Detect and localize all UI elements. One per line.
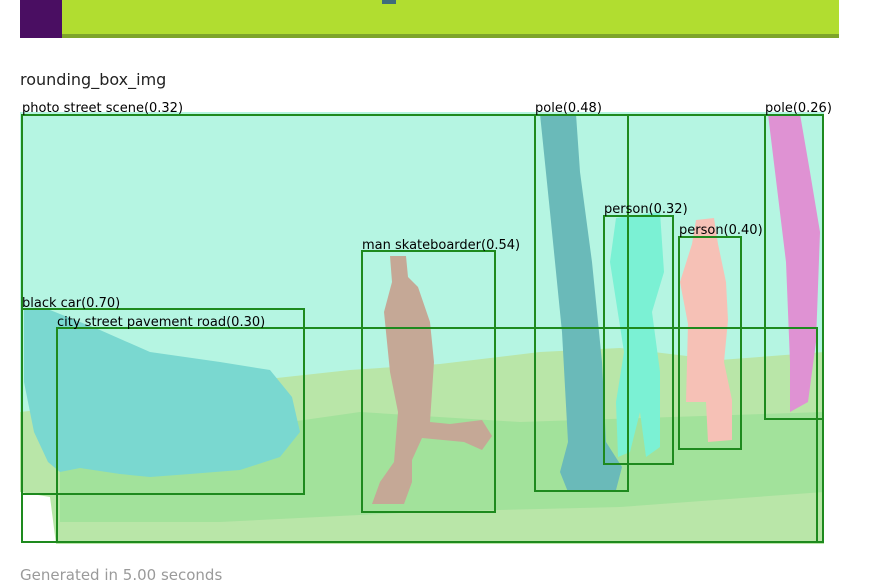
generation-time-text: Generated in 5.00 seconds — [20, 566, 223, 584]
strip-small-mark — [382, 0, 396, 4]
car-region — [24, 310, 300, 477]
pole-left-region — [540, 114, 622, 492]
strip-purple-block — [20, 0, 62, 38]
detection-box-pole-left — [534, 114, 629, 492]
detection-box-pole-right — [764, 114, 824, 420]
strip-green-area — [20, 0, 839, 38]
detection-box-man-skateboarder — [361, 250, 496, 513]
segmentation-image — [20, 112, 824, 544]
detection-label-person-right: person(0.40) — [679, 223, 763, 238]
detection-label-pole-right: pole(0.26) — [765, 101, 832, 116]
previous-image-strip — [20, 0, 839, 38]
detection-label-photo-street-scene: photo street scene(0.32) — [22, 101, 184, 116]
detection-label-black-car: black car(0.70) — [22, 296, 121, 311]
skateboarder-region — [372, 256, 492, 504]
detection-box-person-right — [678, 236, 742, 450]
white-area — [20, 492, 56, 544]
pole-right-region — [768, 114, 820, 412]
detection-label-man-skateboarder: man skateboarder(0.54) — [362, 238, 521, 253]
detection-label-city-street-road: city street pavement road(0.30) — [57, 315, 266, 330]
detection-label-pole-left: pole(0.48) — [535, 101, 602, 116]
image-title: rounding_box_img — [20, 70, 167, 89]
detection-box-city-street-road — [56, 327, 818, 543]
person-right-region — [680, 218, 732, 442]
person-mid-region — [610, 212, 664, 457]
detection-label-person-mid: person(0.32) — [604, 202, 688, 217]
detection-box-black-car — [21, 308, 305, 495]
strip-dark-edge — [62, 34, 839, 38]
detection-box-person-mid — [603, 215, 674, 465]
